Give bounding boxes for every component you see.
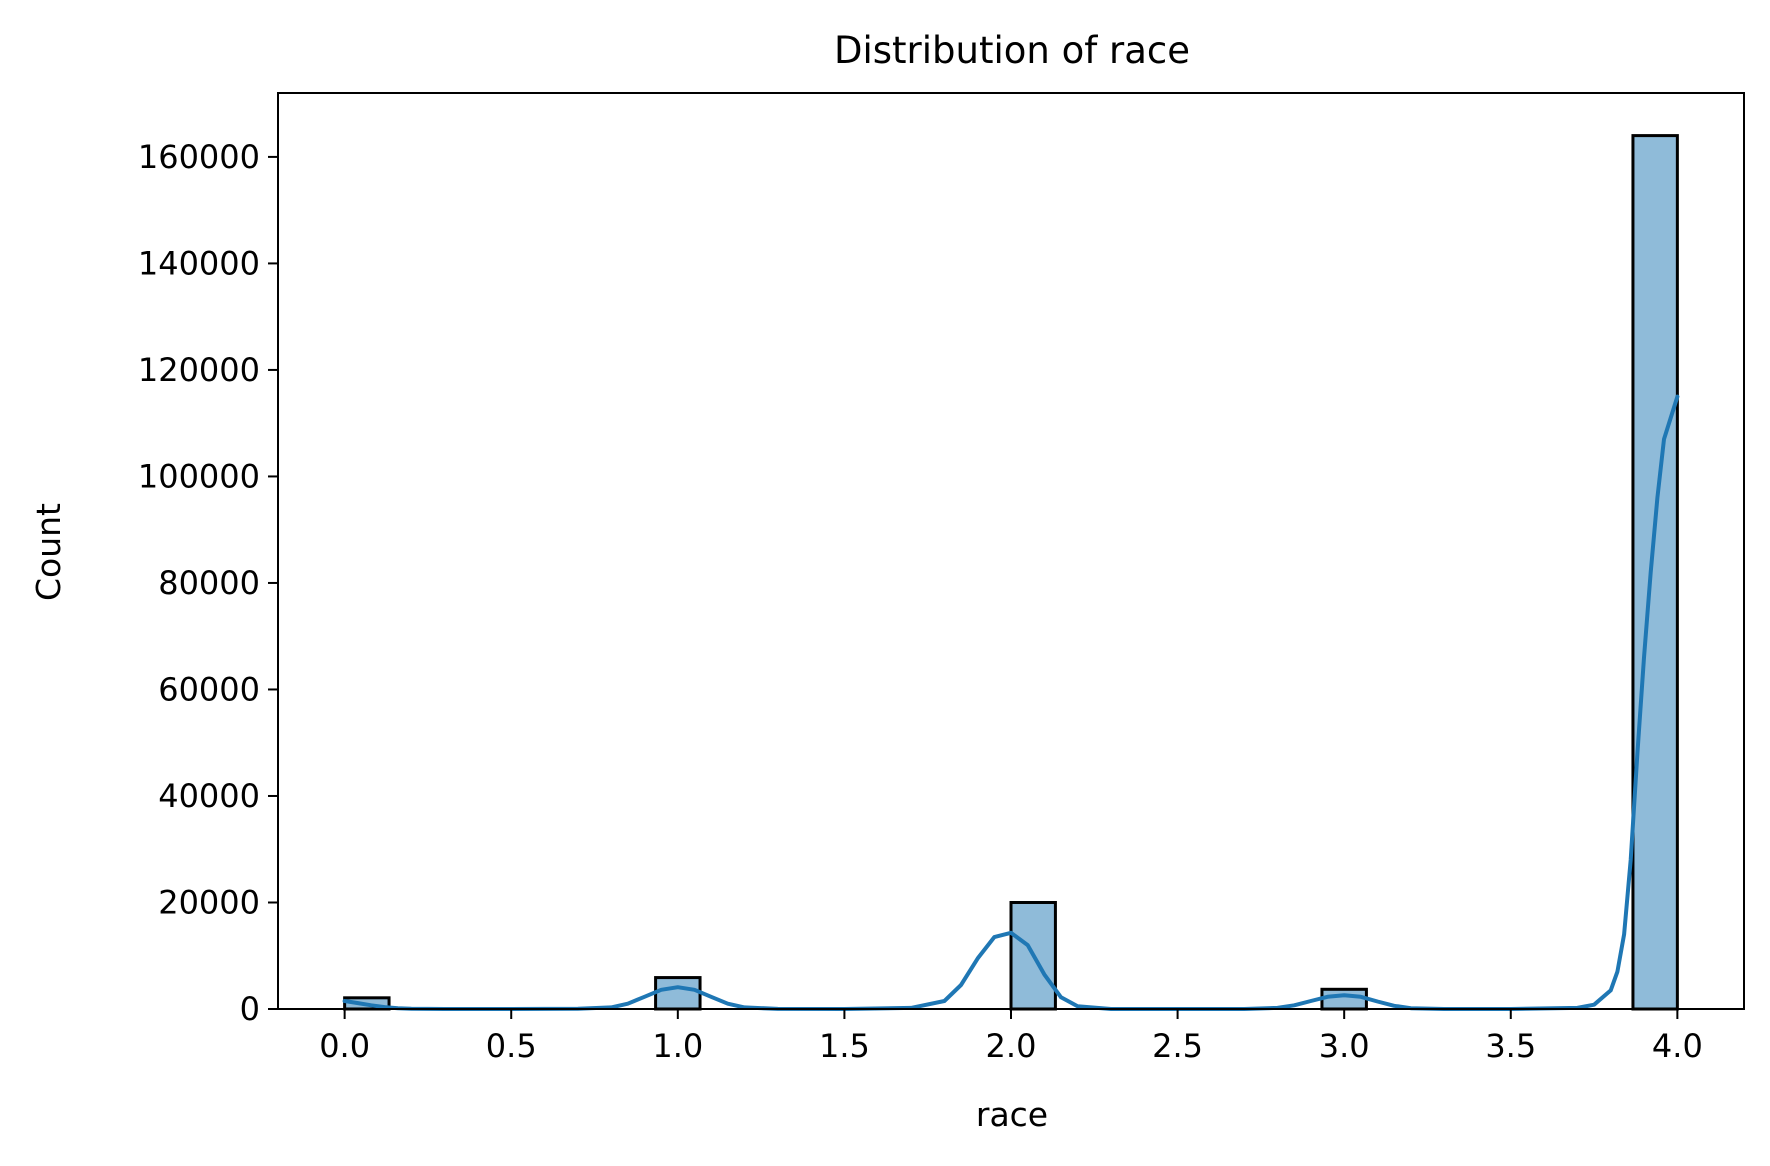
- chart-title: Distribution of race: [834, 29, 1190, 72]
- x-tick-label: 4.0: [1652, 1027, 1703, 1065]
- x-tick-label: 3.5: [1485, 1027, 1536, 1065]
- y-tick-label: 0: [240, 990, 260, 1028]
- y-tick-label: 80000: [158, 564, 260, 602]
- y-tick-label: 40000: [158, 777, 260, 815]
- x-tick-label: 1.0: [652, 1027, 703, 1065]
- x-tick-label: 2.5: [1152, 1027, 1203, 1065]
- y-tick-label: 120000: [138, 351, 260, 389]
- y-tick-label: 160000: [138, 138, 260, 176]
- x-tick-label: 3.0: [1319, 1027, 1370, 1065]
- y-axis-ticks: 0 20000 40000 60000 80000 100000 120000 140000 1…: [138, 138, 278, 1028]
- x-axis-ticks: 0.0 0.5 1.0 1.5 2.0 2.5 3.0 3.5 4.0: [319, 1009, 1703, 1065]
- x-tick-label: 0.0: [319, 1027, 370, 1065]
- histogram-bar: [1320, 987, 1368, 1011]
- y-tick-label: 60000: [158, 670, 260, 708]
- y-tick-label: 140000: [138, 244, 260, 282]
- x-tick-label: 1.5: [819, 1027, 870, 1065]
- y-axis-label: Count: [29, 503, 68, 601]
- x-tick-label: 2.0: [986, 1027, 1037, 1065]
- x-tick-label: 0.5: [486, 1027, 537, 1065]
- y-tick-label: 20000: [158, 883, 260, 921]
- histogram-bar: [1631, 134, 1679, 1011]
- y-tick-label: 100000: [138, 457, 260, 495]
- kde-line: [342, 394, 1680, 1011]
- x-axis-label: race: [976, 1095, 1048, 1134]
- histogram-bar: [654, 976, 702, 1011]
